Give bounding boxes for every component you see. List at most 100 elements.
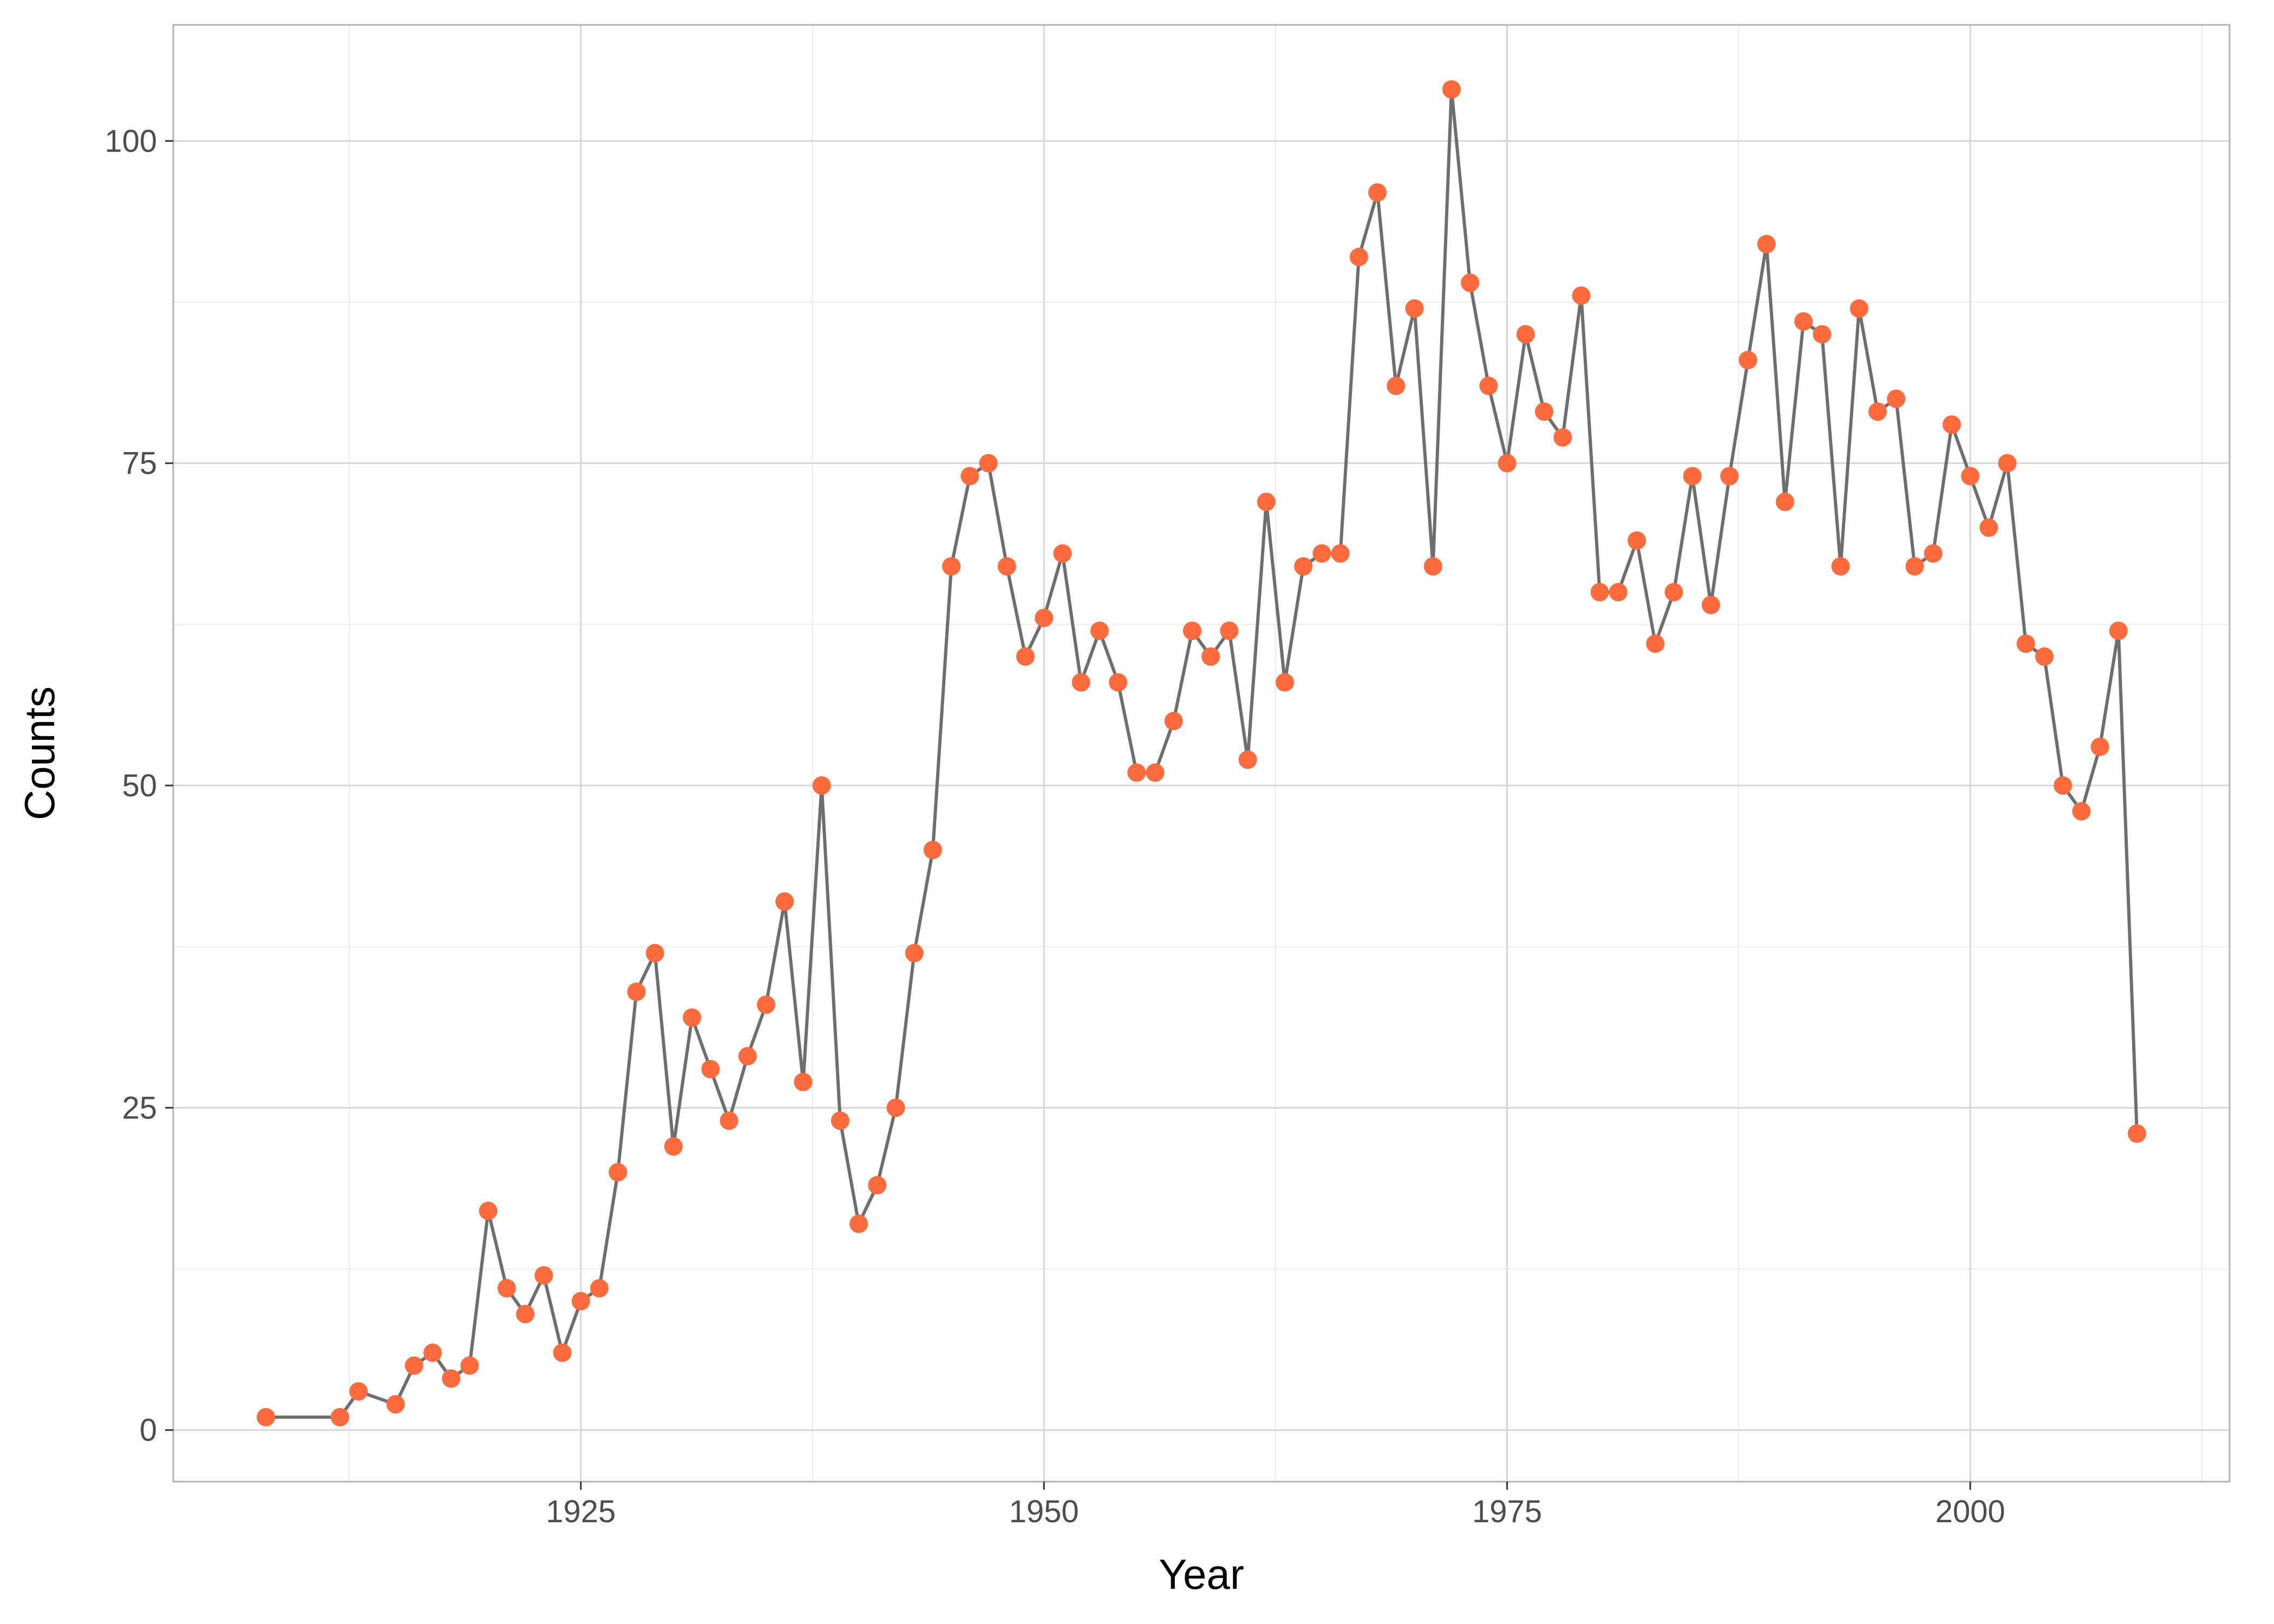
data-point — [553, 1343, 572, 1362]
data-point — [1257, 493, 1276, 512]
data-point — [997, 557, 1016, 576]
data-point — [571, 1292, 590, 1311]
data-point — [1423, 557, 1442, 576]
data-point — [1739, 351, 1757, 370]
data-point — [516, 1305, 535, 1324]
data-point — [1924, 544, 1943, 563]
data-point — [330, 1407, 349, 1426]
x-axis-ticks: 1925 1950 1975 2000 — [546, 1482, 2005, 1529]
x-axis-title: Year — [1159, 1550, 1244, 1598]
data-point — [1035, 608, 1054, 627]
data-point — [683, 1008, 702, 1027]
data-point — [1164, 711, 1183, 730]
data-point — [1109, 673, 1128, 692]
series-points-group — [257, 80, 2146, 1426]
data-point — [2109, 621, 2128, 640]
data-point — [720, 1111, 739, 1130]
data-point — [2072, 802, 2091, 821]
data-point — [386, 1395, 405, 1414]
data-point — [1016, 647, 1035, 666]
data-point — [423, 1343, 442, 1362]
data-point — [1071, 673, 1090, 692]
data-point — [460, 1356, 479, 1375]
data-point — [1590, 582, 1609, 601]
data-point — [1683, 467, 1702, 486]
data-point — [1553, 428, 1572, 447]
data-point — [1479, 376, 1498, 395]
data-point — [1664, 582, 1683, 601]
data-point — [756, 995, 775, 1014]
data-point — [257, 1407, 276, 1426]
data-point — [627, 983, 646, 1001]
data-point — [905, 944, 924, 962]
data-point — [645, 944, 664, 962]
data-point — [1831, 557, 1850, 576]
y-tick-label: 50 — [122, 768, 157, 803]
y-axis-title: Counts — [16, 686, 63, 820]
data-point — [960, 467, 979, 486]
data-point — [1775, 493, 1794, 512]
data-point — [1220, 621, 1239, 640]
data-point — [923, 841, 942, 860]
data-point — [404, 1356, 423, 1375]
data-point — [1628, 531, 1646, 550]
data-point — [497, 1279, 516, 1298]
data-point — [831, 1111, 850, 1130]
data-point — [609, 1163, 628, 1182]
data-point — [2016, 634, 2035, 653]
data-point — [1961, 467, 1979, 486]
y-tick-label: 25 — [122, 1090, 157, 1125]
data-point — [1349, 247, 1368, 266]
data-point — [1757, 234, 1776, 253]
data-point — [701, 1059, 720, 1078]
plot-panel-border — [172, 24, 2231, 1483]
data-point — [1201, 647, 1220, 666]
data-point — [479, 1201, 498, 1220]
data-point — [1609, 582, 1628, 601]
data-point — [1979, 518, 1998, 537]
data-point — [1461, 273, 1480, 292]
data-point — [1090, 621, 1109, 640]
data-point — [1535, 402, 1553, 421]
data-point — [2035, 647, 2054, 666]
y-axis-ticks: 0 25 50 75 100 — [104, 123, 173, 1448]
data-point — [1905, 557, 1924, 576]
minor-gridlines — [173, 25, 2230, 1482]
data-point — [1646, 634, 1665, 653]
data-point — [1868, 402, 1887, 421]
major-gridlines — [173, 25, 2230, 1482]
data-point — [775, 892, 794, 911]
data-point — [850, 1214, 868, 1233]
data-point — [1701, 595, 1720, 614]
y-tick-label: 100 — [104, 123, 157, 159]
data-point — [1887, 389, 1906, 408]
data-point — [1053, 544, 1072, 563]
data-point — [349, 1382, 368, 1401]
series-line-group — [266, 88, 2139, 1419]
data-point — [1794, 312, 1813, 331]
x-tick-label: 1925 — [546, 1494, 616, 1529]
data-point — [2090, 737, 2109, 756]
data-point — [738, 1047, 757, 1066]
data-point — [1942, 415, 1961, 434]
data-point — [1572, 286, 1591, 305]
data-point — [534, 1266, 553, 1285]
data-point — [1387, 376, 1406, 395]
data-point — [1275, 673, 1294, 692]
series-line — [266, 88, 2139, 1419]
x-tick-label: 2000 — [1935, 1494, 2005, 1529]
y-tick-label: 75 — [122, 446, 157, 481]
data-point — [1238, 750, 1257, 769]
data-point — [1312, 544, 1331, 563]
data-point — [1516, 325, 1535, 344]
data-point — [1294, 557, 1313, 576]
data-point — [442, 1369, 461, 1388]
data-point — [1331, 544, 1350, 563]
data-point — [979, 454, 998, 473]
data-point — [812, 776, 831, 795]
data-point — [2127, 1124, 2146, 1143]
data-point — [1813, 325, 1832, 344]
data-point — [664, 1137, 683, 1156]
data-point — [590, 1279, 609, 1298]
